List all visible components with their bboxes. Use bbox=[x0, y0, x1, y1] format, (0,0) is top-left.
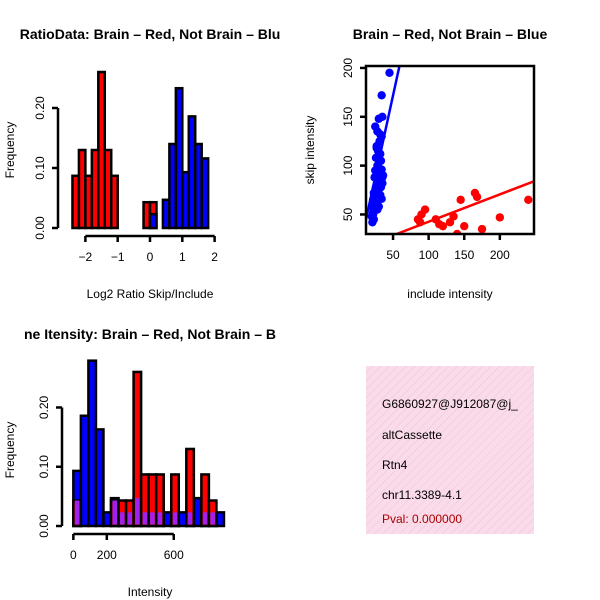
histogram-bar bbox=[154, 473, 165, 528]
y-tick-label: 100 bbox=[341, 155, 355, 175]
x-axis-label: Log2 Ratio Skip/Include bbox=[87, 287, 214, 301]
brain-point bbox=[456, 195, 465, 205]
y-tick-label: 0.00 bbox=[37, 514, 51, 538]
histogram-bar bbox=[148, 212, 158, 230]
brain-point bbox=[495, 213, 505, 222]
overlap-bar bbox=[187, 512, 193, 525]
not-brain-point bbox=[377, 165, 386, 174]
overlap-bar bbox=[74, 500, 80, 525]
info-panel-hatch bbox=[366, 366, 534, 534]
info-line-location: chr11.3389-4.1 bbox=[382, 488, 462, 502]
brain-point bbox=[477, 224, 487, 234]
not-brain-fit-line bbox=[366, 66, 401, 220]
y-tick-label: 0.20 bbox=[33, 96, 47, 120]
x-axis-label: include intensity bbox=[407, 287, 492, 301]
info-panel: G6860927@J912087@j_ altCassette Rtn4 chr… bbox=[366, 366, 534, 534]
not-brain-point bbox=[377, 91, 386, 100]
x-tick-label: 1 bbox=[179, 250, 186, 264]
y-tick-label: 0.00 bbox=[33, 216, 47, 240]
overlap-bar bbox=[112, 500, 118, 525]
y-axis-label: skip intensity bbox=[303, 116, 317, 185]
brain-point bbox=[420, 205, 430, 214]
brain-point bbox=[524, 195, 533, 205]
not-brain-point bbox=[368, 210, 378, 219]
x-tick-label: 100 bbox=[419, 248, 439, 262]
chart-title: RatioData: Brain – Red, Not Brain – Blu bbox=[20, 26, 281, 42]
overlap-bar bbox=[120, 512, 125, 525]
brain-point bbox=[367, 235, 375, 243]
brain-point bbox=[472, 192, 482, 202]
plot-area bbox=[366, 66, 534, 243]
chart-title: Brain – Red, Not Brain – Blue bbox=[353, 26, 548, 42]
x-tick-label: 0 bbox=[147, 250, 154, 264]
y-tick-label: 0.10 bbox=[37, 455, 51, 479]
overlap-bar bbox=[157, 512, 163, 525]
info-line-probe-id: G6860927@J912087@j_ bbox=[382, 397, 518, 411]
not-brain-point bbox=[371, 122, 380, 131]
not-brain-point bbox=[378, 112, 387, 121]
histogram-bar bbox=[94, 428, 105, 528]
x-tick-label: 150 bbox=[454, 248, 474, 262]
y-tick-label: 0.20 bbox=[37, 395, 51, 419]
ratio-histogram-panel: 0.00 0.10 0.20 −2 −1 0 1 2 RatioData: Brain – Re… bbox=[3, 26, 280, 301]
y-tick-label: 200 bbox=[341, 58, 355, 78]
y-tick-label: 150 bbox=[341, 106, 355, 126]
histogram-bar bbox=[174, 86, 184, 230]
x-tick-label: 0 bbox=[70, 548, 77, 562]
not-brain-point bbox=[385, 68, 394, 78]
intensity-histogram-panel: 0.00 0.10 0.20 0 200 600 ne Itensity: Brain – … bbox=[3, 326, 276, 599]
not-brain-point bbox=[378, 173, 387, 182]
histogram-bar bbox=[169, 473, 181, 528]
overlap-bar bbox=[142, 512, 148, 525]
x-tick-label: 2 bbox=[211, 250, 218, 264]
x-tick-label: −2 bbox=[79, 250, 93, 264]
brain-point bbox=[449, 212, 458, 221]
chart-title: ne Itensity: Brain – Red, Not Brain – B bbox=[24, 326, 276, 342]
x-axis-label: Intensity bbox=[128, 585, 173, 599]
overlap-bar bbox=[202, 512, 208, 525]
info-line-gene: Rtn4 bbox=[382, 458, 408, 472]
histogram-bar bbox=[185, 447, 196, 528]
y-tick-label: 0.10 bbox=[33, 156, 47, 180]
brain-point bbox=[460, 221, 469, 231]
overlap-bar bbox=[127, 512, 133, 525]
y-axis-label: Frequency bbox=[3, 422, 17, 479]
overlap-bar bbox=[135, 498, 140, 525]
not-brain-point bbox=[376, 130, 385, 139]
info-line-event-type: altCassette bbox=[382, 428, 442, 442]
x-tick-label: 200 bbox=[97, 548, 117, 562]
overlap-bar bbox=[172, 512, 178, 525]
overlap-bar bbox=[210, 512, 215, 525]
overlap-bar bbox=[150, 512, 155, 525]
brain-point bbox=[438, 221, 448, 231]
x-tick-label: 50 bbox=[386, 248, 400, 262]
intensity-scatter-panel: 50 100 150 200 50 100 150 200 Brain – Red, Not B… bbox=[303, 26, 547, 301]
x-tick-label: 600 bbox=[164, 548, 184, 562]
y-tick-label: 50 bbox=[341, 207, 355, 221]
histogram-bar bbox=[132, 370, 143, 528]
info-line-pval: Pval: 0.000000 bbox=[382, 512, 462, 526]
plot-frame bbox=[364, 64, 536, 236]
histogram-bar bbox=[109, 174, 119, 230]
x-tick-label: −1 bbox=[111, 250, 125, 264]
brain-fit-line bbox=[396, 180, 534, 234]
not-brain-point bbox=[377, 194, 386, 204]
x-tick-label: 200 bbox=[490, 248, 510, 262]
not-brain-point bbox=[368, 218, 377, 227]
not-brain-point bbox=[369, 198, 379, 207]
histogram-bar bbox=[200, 157, 210, 230]
y-axis-label: Frequency bbox=[3, 122, 17, 179]
